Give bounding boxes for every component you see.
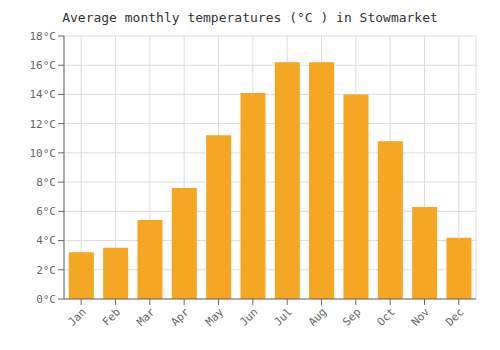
svg-text:Aug: Aug xyxy=(306,305,329,328)
svg-text:Dec: Dec xyxy=(443,305,466,328)
svg-text:0°C: 0°C xyxy=(36,293,56,306)
svg-text:Sep: Sep xyxy=(340,305,363,328)
svg-text:Jul: Jul xyxy=(272,305,295,328)
svg-text:10°C: 10°C xyxy=(30,147,57,160)
svg-text:Nov: Nov xyxy=(409,305,433,329)
svg-text:14°C: 14°C xyxy=(30,88,57,101)
svg-text:Mar: Mar xyxy=(134,305,158,329)
svg-text:Feb: Feb xyxy=(100,305,123,328)
svg-text:Apr: Apr xyxy=(169,305,193,329)
svg-text:18°C: 18°C xyxy=(30,30,57,43)
svg-text:16°C: 16°C xyxy=(30,59,57,72)
svg-text:Jun: Jun xyxy=(237,305,260,328)
html-text:Average monthly temperatures (: Average monthly temperatures (°C ) in St… xyxy=(62,10,438,25)
svg-text:8°C: 8°C xyxy=(36,176,56,189)
svg-text:Oct: Oct xyxy=(375,305,398,328)
svg-text:2°C: 2°C xyxy=(36,264,56,277)
svg-text:Jan: Jan xyxy=(66,305,89,328)
svg-text:6°C: 6°C xyxy=(36,205,56,218)
svg-text:May: May xyxy=(203,305,227,329)
svg-text:12°C: 12°C xyxy=(30,118,57,131)
svg-text:4°C: 4°C xyxy=(36,234,56,247)
